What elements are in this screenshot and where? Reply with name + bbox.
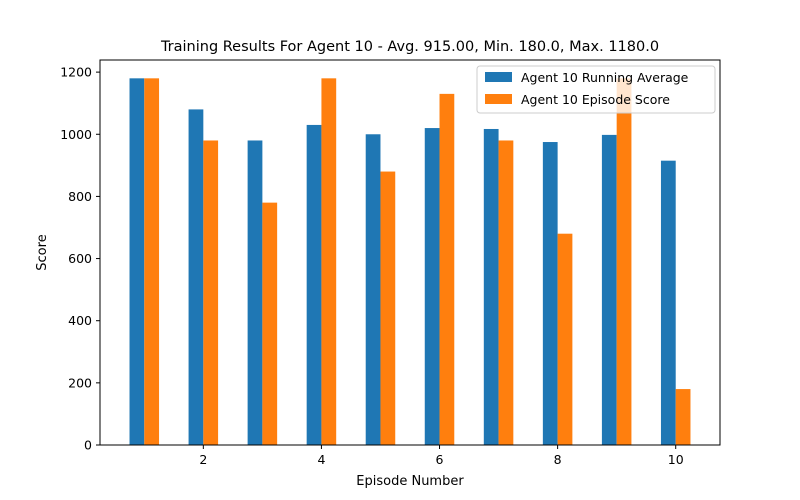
bar-series-1-episode-2 <box>203 140 219 446</box>
bars-group <box>129 78 691 446</box>
legend-label-running-average: Agent 10 Running Average <box>521 70 689 85</box>
bar-series-0-episode-2 <box>188 109 204 445</box>
bar-series-1-episode-10 <box>675 389 691 445</box>
x-axis: 2 4 6 8 10 <box>199 445 684 467</box>
bar-series-0-episode-1 <box>129 78 145 445</box>
bar-series-1-episode-3 <box>262 202 278 445</box>
y-tick-label: 1000 <box>60 127 92 142</box>
bar-series-1-episode-8 <box>557 233 573 445</box>
bar-series-1-episode-5 <box>380 171 396 446</box>
x-axis-label: Episode Number <box>356 474 464 489</box>
y-tick-label: 1200 <box>60 65 92 80</box>
y-tick-label: 800 <box>68 189 92 204</box>
y-tick-label: 400 <box>68 313 92 328</box>
y-axis: 0 200 400 600 800 1000 1200 <box>60 65 100 453</box>
y-axis-label: Score <box>35 234 50 270</box>
legend-swatch-running-average <box>485 72 512 82</box>
bar-series-0-episode-5 <box>365 134 381 445</box>
bar-series-1-episode-9 <box>616 78 632 445</box>
bar-series-1-episode-7 <box>498 140 514 446</box>
legend-label-episode-score: Agent 10 Episode Score <box>521 92 670 107</box>
bar-series-1-episode-1 <box>144 78 160 445</box>
bar-series-1-episode-6 <box>439 93 455 446</box>
bar-series-0-episode-9 <box>601 134 617 445</box>
y-tick-label: 600 <box>68 251 92 266</box>
y-tick-label: 0 <box>84 438 92 453</box>
y-tick-label: 200 <box>68 375 92 390</box>
x-tick-label: 8 <box>554 452 562 467</box>
x-tick-label: 10 <box>668 452 684 467</box>
bar-series-0-episode-4 <box>306 124 322 445</box>
bar-series-1-episode-4 <box>321 78 337 445</box>
bar-series-0-episode-10 <box>660 160 676 445</box>
bar-series-0-episode-6 <box>424 128 440 446</box>
x-tick-label: 2 <box>199 452 207 467</box>
legend: Agent 10 Running Average Agent 10 Episod… <box>476 65 716 114</box>
chart-title: Training Results For Agent 10 - Avg. 915… <box>160 39 659 55</box>
legend-swatch-episode-score <box>485 94 512 104</box>
bar-series-0-episode-8 <box>542 142 558 445</box>
x-tick-label: 6 <box>436 452 444 467</box>
plot-frame <box>99 59 721 446</box>
bar-series-0-episode-7 <box>483 128 499 446</box>
x-tick-label: 4 <box>317 452 325 467</box>
bar-series-0-episode-3 <box>247 140 263 446</box>
legend-box <box>476 65 716 114</box>
